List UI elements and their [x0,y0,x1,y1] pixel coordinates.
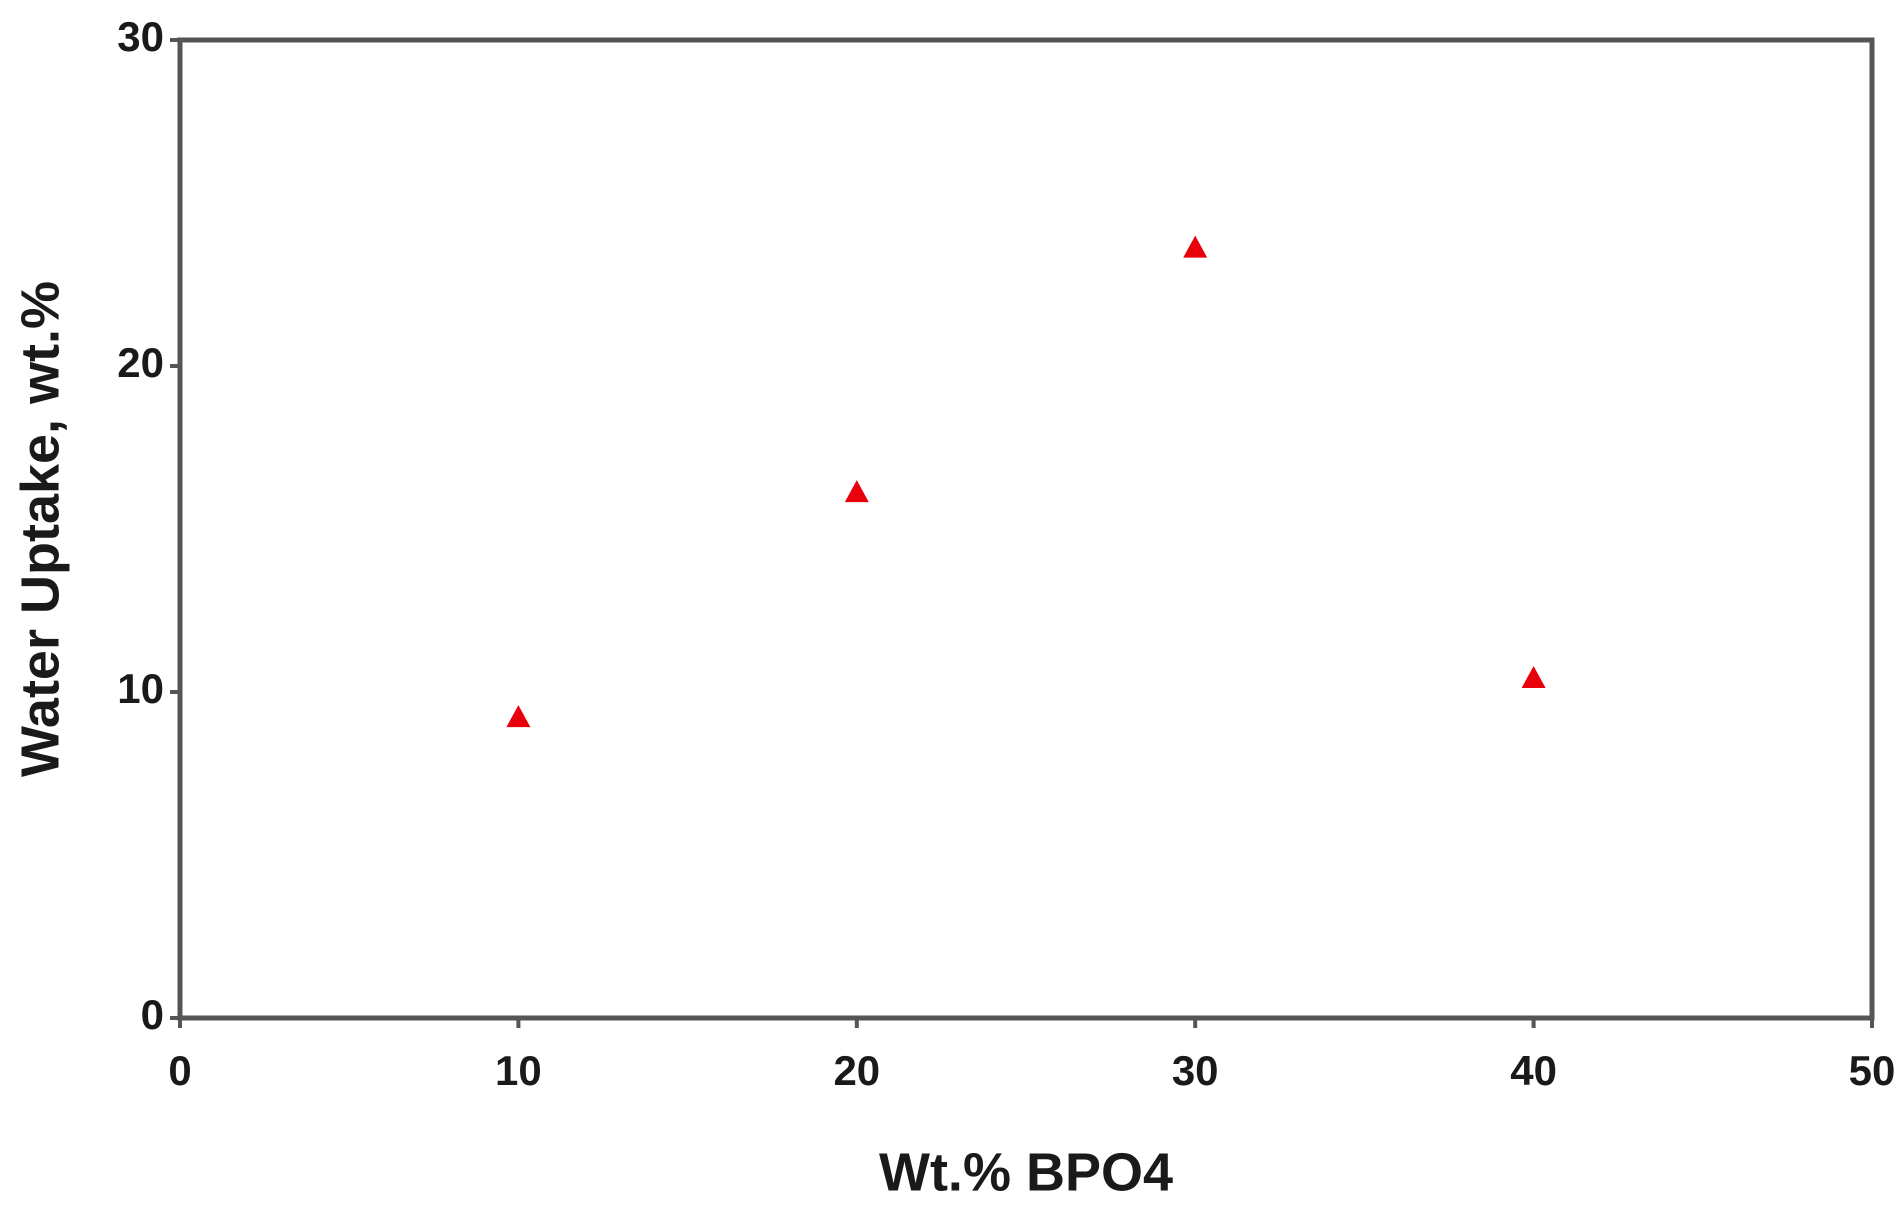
marker [506,705,531,728]
plot-frame [177,37,1875,1021]
x-tick-label: 20 [833,1047,880,1094]
x-tick-label: 40 [1510,1047,1557,1094]
marker [844,480,869,503]
x-tick-label: 30 [1172,1047,1219,1094]
y-axis-label: Water Uptake, wt.% [10,281,70,777]
x-axis-label: Wt.% BPO4 [879,1142,1173,1202]
y-tick-label: 30 [117,13,164,60]
y-tick-label: 10 [117,665,164,712]
marker [1183,235,1208,258]
x-tick-label: 50 [1849,1047,1896,1094]
y-tick-label: 20 [117,339,164,386]
x-tick-label: 10 [495,1047,542,1094]
x-tick-label: 0 [168,1047,191,1094]
y-tick-label: 0 [141,991,164,1038]
marker [1521,665,1546,688]
